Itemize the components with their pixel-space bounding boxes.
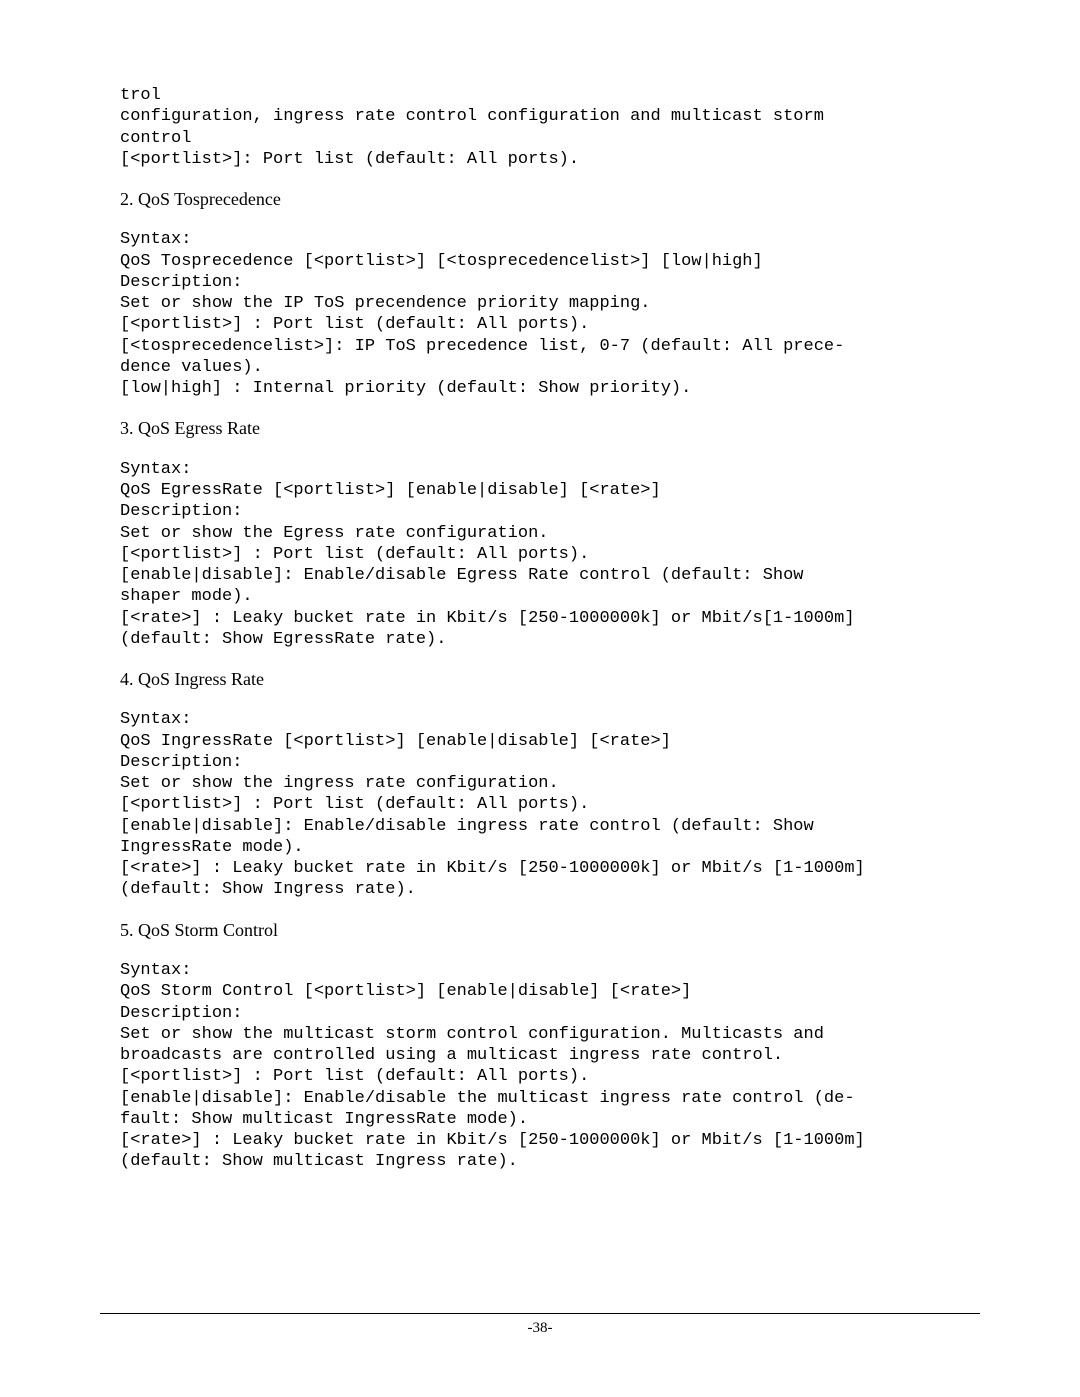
body-ingress: Syntax: QoS IngressRate [<portlist>] [en…: [120, 709, 960, 900]
heading-storm: 5. QoS Storm Control: [120, 901, 960, 960]
page-footer: -38-: [100, 1313, 980, 1337]
heading-egress: 3. QoS Egress Rate: [120, 399, 960, 458]
body-egress: Syntax: QoS EgressRate [<portlist>] [ena…: [120, 459, 960, 650]
page-number: -38-: [528, 1320, 553, 1336]
heading-ingress: 4. QoS Ingress Rate: [120, 650, 960, 709]
intro-block: trol configuration, ingress rate control…: [120, 85, 960, 170]
heading-tosprecedence: 2. QoS Tosprecedence: [120, 170, 960, 229]
body-tosprecedence: Syntax: QoS Tosprecedence [<portlist>] […: [120, 229, 960, 399]
body-storm: Syntax: QoS Storm Control [<portlist>] […: [120, 960, 960, 1173]
document-page: trol configuration, ingress rate control…: [0, 0, 1080, 1397]
